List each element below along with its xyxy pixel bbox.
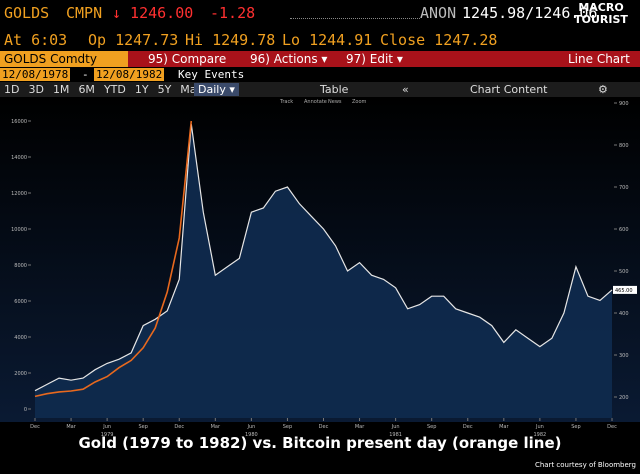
y2-tick-label: 700: [619, 185, 629, 191]
low: Lo 1244.91: [282, 31, 373, 49]
compare[interactable]: 95) Compare: [148, 52, 227, 66]
chart: Gold (1979 to 1982) vs. Bitcoin present …: [0, 97, 640, 469]
dash: -: [82, 68, 89, 81]
y2-tick-label: 300: [619, 353, 629, 359]
x-tick-label: Sep: [283, 424, 292, 430]
x-year-label: 1980: [245, 432, 258, 438]
bid-ask: 1245.98/1246.06: [462, 4, 598, 22]
credit: Chart courtesy of Bloomberg: [535, 461, 636, 469]
y-tick-label: 10000: [11, 227, 27, 233]
y2-tick-label: 800: [619, 143, 629, 149]
edit[interactable]: 97) Edit ▾: [346, 52, 403, 66]
y-tick-label: 16000: [11, 119, 27, 125]
y2-tick-label: 600: [619, 227, 629, 233]
period-button[interactable]: 1Y: [134, 83, 149, 96]
x-tick-label: Sep: [571, 424, 580, 430]
x-year-label: 1982: [534, 432, 547, 438]
logo: MACRO TOURIST: [566, 2, 636, 36]
period-button[interactable]: 5Y: [157, 83, 172, 96]
close: Close 1247.28: [380, 31, 498, 49]
x-tick-label: Mar: [66, 424, 76, 430]
button-row: 1D 3D 1M 6M YTD 1Y 5Y Max Daily ▾ Table « Chart…: [0, 82, 640, 97]
stats-row: At 6:03 Op 1247.73 Hi 1249.78 Lo 1244.91…: [0, 31, 640, 51]
period-button[interactable]: 1M: [52, 83, 70, 96]
source: CMPN: [66, 4, 103, 22]
y-tick-label: 6000: [14, 299, 27, 305]
table[interactable]: Table: [320, 83, 349, 96]
y-tick-label: 2000: [14, 371, 27, 377]
time: At 6:03: [4, 31, 68, 49]
y-tick-label: 0: [24, 407, 27, 413]
chart-tool: News: [328, 99, 342, 105]
end-date[interactable]: 12/08/1982: [94, 68, 165, 81]
x-tick-label: Mar: [211, 424, 221, 430]
y-tick-label: 4000: [14, 335, 27, 341]
start-date[interactable]: 12/08/1978: [0, 68, 71, 81]
period-button[interactable]: 1D: [4, 83, 20, 96]
x-tick-label: Mar: [355, 424, 365, 430]
security[interactable]: GOLDS Comdty: [0, 51, 128, 69]
high: Hi 1249.78: [185, 31, 276, 49]
last-value-tag: [613, 285, 637, 294]
y-tick-label: 14000: [11, 155, 27, 161]
y2-tick-label: 500: [619, 269, 629, 275]
y2-tick-label: 900: [619, 101, 629, 107]
chart-tool: Track: [279, 99, 293, 105]
y-tick-label: 8000: [14, 263, 27, 269]
x-tick-label: Dec: [607, 424, 617, 430]
quote-row: GOLDS CMPN ↓ 1246.00 -1.28 ANON 1245.98/…: [0, 4, 640, 26]
x-year-label: 1981: [389, 432, 402, 438]
dealer: ANON: [420, 4, 457, 22]
x-tick-label: Jun: [391, 424, 400, 430]
x-tick-label: Dec: [319, 424, 329, 430]
x-tick-label: Dec: [463, 424, 473, 430]
area: [35, 124, 612, 418]
y2-tick-label: 200: [619, 395, 629, 401]
x-tick-label: Mar: [499, 424, 509, 430]
line: [34, 123, 613, 392]
actions[interactable]: 96) Actions ▾: [250, 52, 328, 66]
frequency[interactable]: Daily ▾: [194, 83, 239, 96]
x-tick-label: Jun: [102, 424, 111, 430]
x-tick-label: Dec: [174, 424, 184, 430]
chart-tool: Annotate: [304, 99, 327, 105]
x-tick-label: Sep: [138, 424, 147, 430]
y-tick-label: 12000: [11, 191, 27, 197]
settings[interactable]: ⚙: [598, 83, 608, 96]
key-events[interactable]: Key Events: [178, 68, 245, 81]
chart-content[interactable]: Chart Content: [470, 83, 548, 96]
x-year-label: 1979: [101, 432, 114, 438]
x-tick-label: Sep: [427, 424, 436, 430]
open: Op 1247.73: [88, 31, 179, 49]
logo-line: MACRO: [578, 1, 624, 14]
last-price: ↓ 1246.00: [112, 4, 194, 22]
view: Line Chart: [568, 52, 630, 66]
logo-line: TOURIST: [574, 13, 628, 26]
change: -1.28: [210, 4, 256, 22]
x-tick-label: Jun: [246, 424, 255, 430]
periods: 1D 3D 1M 6M YTD 1Y 5Y Max: [4, 83, 203, 96]
sparkline: [290, 10, 420, 19]
ticker: GOLDS: [4, 4, 50, 22]
period-button[interactable]: 3D: [28, 83, 44, 96]
period-button[interactable]: 6M: [78, 83, 95, 96]
last-value-label: 465.00: [615, 288, 633, 294]
y2-tick-label: 400: [619, 311, 629, 317]
caption: Gold (1979 to 1982) vs. Bitcoin present …: [78, 434, 561, 452]
chart-tool: Zoom: [352, 99, 367, 105]
line: [34, 120, 193, 398]
period-button[interactable]: YTD: [103, 83, 126, 96]
date-row: 12/08/1978 - 12/08/1982 Key Events: [0, 67, 640, 82]
x-tick-label: Dec: [30, 424, 40, 430]
x-tick-label: Jun: [535, 424, 544, 430]
collapse[interactable]: «: [402, 83, 409, 96]
menu-bar: GOLDS Comdty 95) Compare 96) Actions ▾ 9…: [0, 51, 640, 69]
